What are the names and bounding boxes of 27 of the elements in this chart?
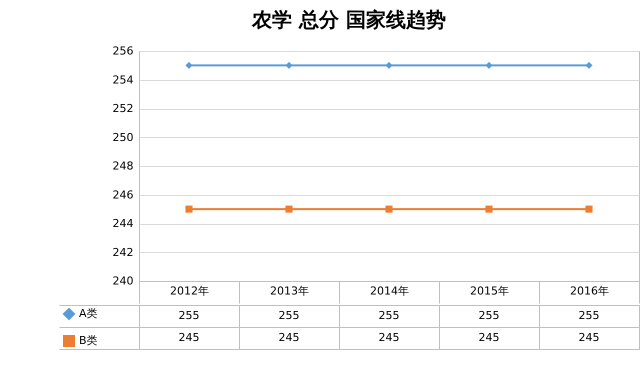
x-tick-label: 2016年	[570, 284, 609, 298]
data-label: 255	[378, 309, 400, 322]
y-tick-label: 242	[112, 246, 134, 259]
x-tick-label: 2015年	[470, 284, 509, 298]
data-label: 245	[478, 331, 500, 344]
x-tick-label: 2014年	[370, 284, 409, 298]
data-label: 255	[578, 309, 600, 322]
chart-title: 农学 总分 国家线趋势	[251, 8, 446, 32]
y-tick-label: 244	[112, 217, 134, 230]
data-label: 255	[278, 309, 300, 322]
y-tick-label: 254	[112, 73, 134, 86]
x-tick-label: 2012年	[170, 284, 209, 298]
legend-label: A类	[79, 307, 98, 320]
legend-label: B类	[79, 334, 98, 347]
y-tick-label: 248	[112, 160, 134, 172]
data-label: 255	[178, 309, 200, 322]
y-tick-label: 240	[112, 274, 134, 288]
y-tick-label: 250	[112, 130, 134, 144]
data-label: 245	[578, 331, 600, 344]
data-label: 245	[178, 331, 200, 344]
y-tick-label: 252	[112, 102, 134, 115]
y-tick-label: 246	[112, 188, 134, 202]
y-tick-label: 256	[112, 44, 134, 58]
data-label: 255	[478, 309, 500, 322]
data-label: 245	[378, 331, 400, 344]
data-label: 245	[278, 331, 300, 344]
x-tick-label: 2013年	[270, 284, 309, 298]
